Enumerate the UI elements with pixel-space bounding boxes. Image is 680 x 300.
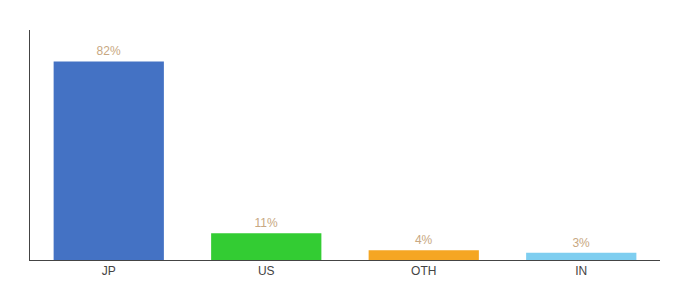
svg-text:11%: 11% xyxy=(255,216,278,230)
svg-text:3%: 3% xyxy=(572,236,590,250)
svg-text:IN: IN xyxy=(575,264,587,278)
svg-text:US: US xyxy=(258,264,275,278)
svg-text:JP: JP xyxy=(102,264,116,278)
svg-text:OTH: OTH xyxy=(411,264,436,278)
svg-text:4%: 4% xyxy=(415,233,433,247)
svg-text:82%: 82% xyxy=(97,44,121,58)
